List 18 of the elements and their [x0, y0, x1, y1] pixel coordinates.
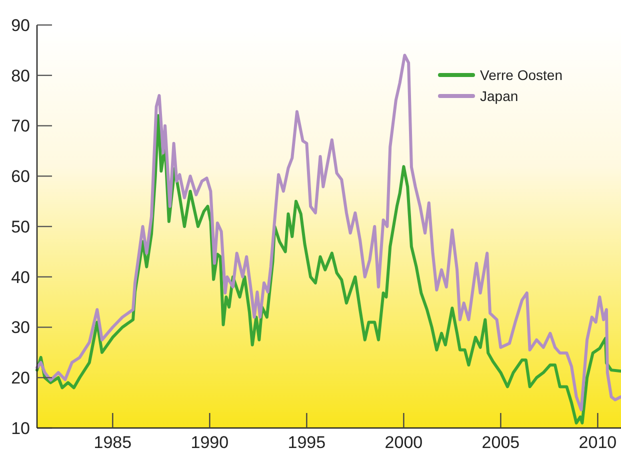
y-tick-label: 60: [11, 167, 30, 186]
y-tick-label: 10: [11, 418, 30, 438]
x-tick-label: 1995: [288, 433, 326, 452]
line-series: [36, 54, 621, 412]
y-tick-label: 30: [11, 318, 30, 338]
x-tick-label: 1985: [94, 433, 132, 452]
x-tick-label: 2010: [578, 433, 617, 452]
y-tick-label: 70: [11, 116, 30, 136]
y-tick-label: 20: [11, 368, 30, 388]
x-tick-label: 2005: [482, 433, 520, 452]
y-tick-label: 50: [11, 217, 30, 236]
y-tick-label: 80: [11, 66, 30, 86]
x-tick-label: 1990: [190, 433, 229, 452]
y-tick-label: 90: [11, 16, 30, 35]
legend-label: Japan: [480, 88, 518, 104]
x-tick-label: 2000: [384, 433, 423, 452]
y-tick-label: 40: [11, 268, 30, 287]
legend-label: Verre Oosten: [480, 66, 562, 83]
